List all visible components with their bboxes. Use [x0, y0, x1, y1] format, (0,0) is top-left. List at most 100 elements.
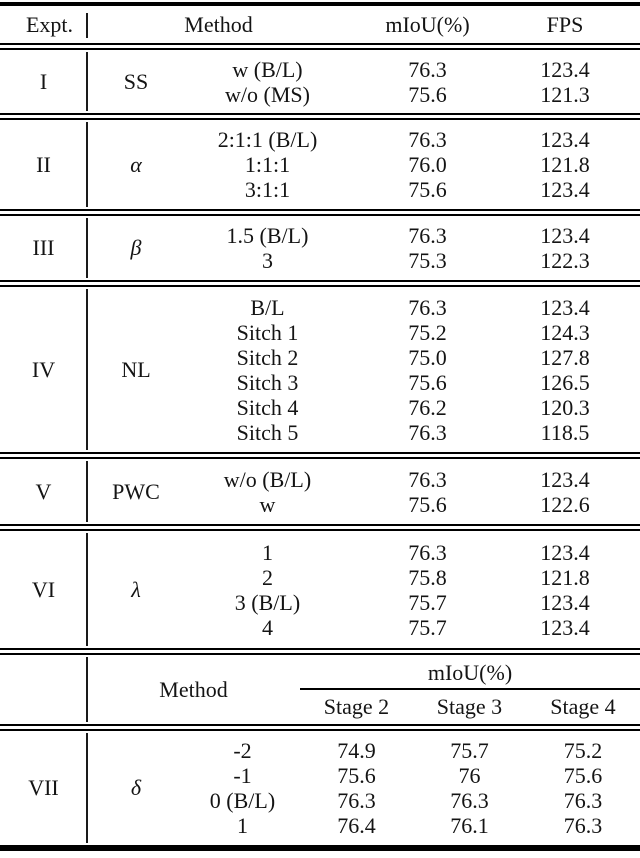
cell-miou: 75.7 — [408, 614, 447, 640]
cell-variant: 1 — [262, 539, 273, 565]
table-row: Sitch 2 75.0 127.8 — [185, 345, 640, 370]
section-II: II α 2:1:1 (B/L) 76.3 123.4 1:1:1 76.0 1… — [0, 120, 640, 209]
section-I: I SS w (B/L) 76.3 123.4 w/o (MS) 75.6 12… — [0, 50, 640, 113]
table-row: B/L 76.3 123.4 — [185, 295, 640, 320]
cell-miou: 76.3 — [408, 539, 447, 565]
cell-stage4: 75.2 — [563, 738, 603, 763]
table-row: -1 75.6 76 75.6 — [185, 763, 640, 788]
expt-label: VI — [31, 576, 56, 602]
cell-stage2: 76.3 — [337, 788, 376, 813]
cell-miou: 75.6 — [408, 491, 447, 517]
cell-variant: w/o (B/L) — [223, 466, 312, 492]
cell-stage4: 76.3 — [563, 788, 603, 813]
group-label: SS — [123, 68, 149, 94]
section-rule — [0, 452, 640, 459]
section-rule — [0, 113, 640, 120]
cell-fps: 120.3 — [540, 394, 590, 420]
cell-miou: 75.6 — [408, 177, 447, 202]
table-row: w 75.6 122.6 — [185, 492, 640, 517]
table-row: 2:1:1 (B/L) 76.3 123.4 — [185, 127, 640, 152]
cell-variant: w (B/L) — [232, 56, 303, 82]
cell-fps: 126.5 — [540, 369, 590, 395]
cell-miou: 75.7 — [408, 589, 447, 615]
cell-miou: 76.3 — [408, 294, 447, 320]
table-row: 1 76.3 123.4 — [185, 540, 640, 565]
section-V: V PWC w/o (B/L) 76.3 123.4 w 75.6 122.6 — [0, 459, 640, 524]
column-divider — [86, 461, 88, 522]
section-III: III β 1.5 (B/L) 76.3 123.4 3 75.3 122.3 — [0, 216, 640, 280]
cell-miou: 76.3 — [408, 466, 447, 492]
table1-header: Expt. Method mIoU(%) FPS — [0, 6, 640, 43]
table-row: Sitch 4 76.2 120.3 — [185, 395, 640, 420]
table2-header: Method mIoU(%) Stage 2 Stage 3 Stage 4 — [0, 655, 640, 724]
cell-miou: 76.0 — [408, 152, 447, 177]
table-row: Sitch 5 76.3 118.5 — [185, 420, 640, 445]
cell-fps: 123.4 — [540, 614, 590, 640]
expt-label: V — [35, 478, 52, 504]
cell-fps: 124.3 — [540, 319, 590, 345]
group-label: NL — [121, 356, 151, 382]
table-row: Sitch 3 75.6 126.5 — [185, 370, 640, 395]
header-stage-3: Stage 3 — [436, 694, 503, 719]
header-stage-2: Stage 2 — [323, 694, 390, 719]
cell-fps: 123.4 — [540, 294, 590, 320]
column-divider — [86, 657, 88, 722]
section-IV: IV NL B/L 76.3 123.4 Sitch 1 75.2 124.3 … — [0, 287, 640, 452]
section-rule — [0, 280, 640, 287]
cell-variant: -2 — [233, 738, 252, 763]
column-divider — [86, 218, 88, 278]
cell-variant: Sitch 5 — [236, 419, 299, 445]
table-row: -2 74.9 75.7 75.2 — [185, 738, 640, 763]
cell-variant: 1:1:1 — [244, 152, 291, 177]
header-expt: Expt. — [25, 12, 74, 37]
cell-variant: w/o (MS) — [225, 81, 310, 107]
cell-miou: 76.3 — [408, 56, 447, 82]
bottom-rule — [0, 845, 640, 851]
header-rule — [0, 43, 640, 50]
cell-stage2: 74.9 — [337, 738, 376, 763]
column-divider — [86, 289, 88, 450]
cell-stage3: 76.1 — [450, 813, 489, 838]
cell-variant: w — [259, 491, 276, 517]
expt-label: II — [36, 151, 51, 177]
group-label: β — [130, 235, 142, 260]
column-divider — [86, 52, 88, 111]
table-row: 2 75.8 121.8 — [185, 565, 640, 590]
section-rule — [0, 524, 640, 531]
cell-fps: 121.3 — [540, 81, 590, 107]
cell-variant: 1 — [237, 813, 248, 838]
expt-label: I — [39, 68, 48, 94]
cell-stage3: 75.7 — [450, 738, 489, 763]
table-row: 0 (B/L) 76.3 76.3 76.3 — [185, 788, 640, 813]
table-row: 1.5 (B/L) 76.3 123.4 — [185, 223, 640, 248]
cell-fps: 123.4 — [540, 223, 590, 248]
table-row: 3 75.3 122.3 — [185, 248, 640, 273]
cell-stage4: 76.3 — [563, 813, 603, 838]
table-row: 3 (B/L) 75.7 123.4 — [185, 590, 640, 615]
header-rule — [0, 724, 640, 731]
cell-miou: 76.3 — [408, 419, 447, 445]
cell-fps: 123.4 — [540, 589, 590, 615]
cell-variant: B/L — [250, 294, 285, 320]
cell-miou: 75.6 — [408, 369, 447, 395]
cell-variant: Sitch 2 — [236, 344, 299, 370]
cell-fps: 123.4 — [540, 177, 590, 202]
cell-stage3: 76.3 — [450, 788, 489, 813]
cell-stage4: 75.6 — [563, 763, 603, 788]
cell-variant: Sitch 3 — [236, 369, 299, 395]
column-divider — [86, 733, 88, 843]
top-rule — [0, 2, 640, 6]
expt-label: IV — [31, 356, 56, 382]
header-stage-4: Stage 4 — [550, 694, 616, 719]
table-row: w/o (B/L) 76.3 123.4 — [185, 467, 640, 492]
section-VI: VI λ 1 76.3 123.4 2 75.8 121.8 3 (B/L) 7… — [0, 531, 640, 648]
expt-label: III — [32, 235, 55, 260]
section-rule — [0, 209, 640, 216]
cell-fps: 121.8 — [540, 152, 590, 177]
cell-fps: 122.3 — [540, 248, 590, 273]
cell-stage2: 76.4 — [337, 813, 376, 838]
cell-variant: 2:1:1 (B/L) — [217, 127, 318, 152]
column-divider — [86, 533, 88, 646]
cell-miou: 75.2 — [408, 319, 447, 345]
